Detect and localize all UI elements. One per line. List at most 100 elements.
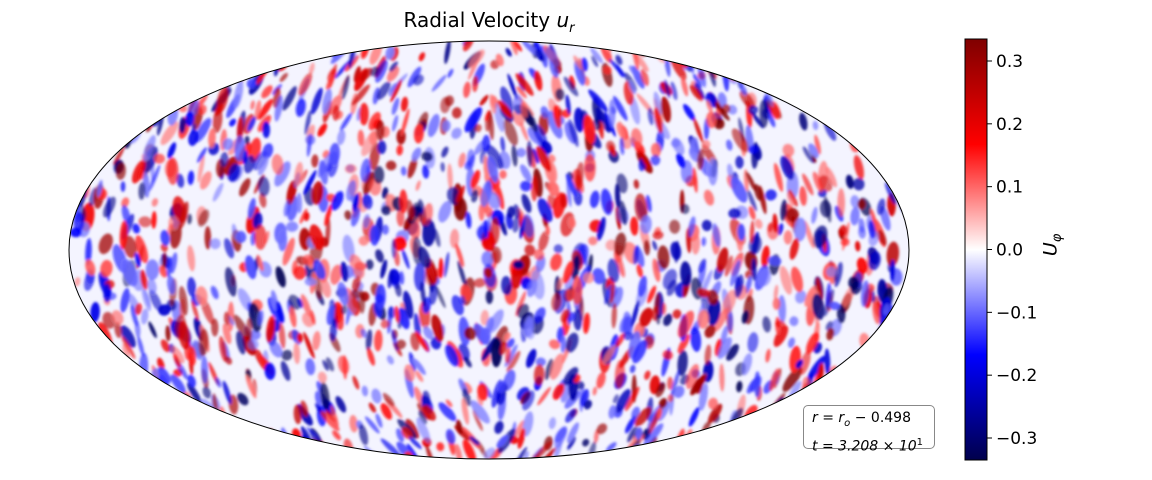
field-blob — [848, 276, 860, 291]
annotation-radius-sub: o — [844, 417, 851, 429]
field-blob — [337, 282, 349, 306]
field-blob — [563, 260, 574, 284]
field-blob — [160, 423, 174, 448]
field-blob — [274, 95, 283, 122]
field-blob — [137, 85, 147, 108]
field-blob — [619, 200, 628, 226]
field-blob — [157, 357, 165, 371]
field-blob — [423, 326, 434, 340]
field-blob — [422, 203, 433, 226]
field-blob — [399, 271, 405, 285]
field-blob — [266, 315, 276, 343]
field-blob — [799, 186, 807, 206]
field-blob — [237, 392, 249, 406]
field-blob — [306, 427, 321, 441]
field-blob — [836, 304, 846, 324]
field-blob — [480, 179, 492, 208]
field-blob — [85, 324, 99, 353]
field-blob — [714, 425, 733, 447]
field-blob — [244, 135, 250, 145]
field-blob — [215, 429, 224, 442]
field-blob — [170, 252, 178, 274]
field-blob — [187, 170, 195, 185]
field-blob — [794, 217, 807, 242]
field-blob — [537, 198, 553, 223]
field-blob — [655, 313, 661, 325]
field-blob — [222, 138, 234, 151]
field-blob — [773, 414, 783, 424]
field-blob — [224, 267, 237, 297]
field-blob — [133, 41, 144, 47]
field-blob — [568, 217, 576, 229]
field-blob — [396, 428, 405, 443]
field-blob — [776, 418, 790, 442]
field-blob — [861, 78, 871, 96]
field-blob — [69, 380, 75, 395]
annotation-time-sup: 1 — [916, 436, 924, 448]
field-blob — [533, 249, 545, 261]
field-blob — [592, 386, 598, 396]
field-blob — [120, 325, 136, 348]
field-blob — [802, 146, 815, 164]
field-blob — [741, 353, 753, 376]
field-blob — [73, 211, 85, 233]
field-blob — [544, 358, 554, 381]
field-blob — [837, 188, 846, 218]
field-blob — [115, 450, 126, 459]
field-blob — [788, 64, 803, 92]
field-blob — [188, 346, 197, 366]
field-blob — [373, 166, 385, 184]
field-blob — [382, 392, 395, 407]
field-blob — [331, 191, 344, 211]
field-blob — [664, 79, 671, 99]
field-blob — [639, 307, 653, 328]
field-blob — [254, 224, 267, 250]
field-blob — [202, 386, 212, 399]
field-blob — [380, 438, 402, 459]
field-blob — [873, 339, 884, 358]
field-blob — [521, 193, 532, 213]
field-blob — [385, 160, 397, 171]
field-blob — [520, 180, 532, 192]
field-blob — [399, 189, 408, 214]
field-blob — [69, 126, 84, 151]
field-blob — [547, 193, 556, 209]
field-blob — [714, 102, 730, 121]
field-blob — [886, 241, 900, 267]
field-blob — [631, 128, 643, 148]
field-blob — [436, 442, 445, 452]
field-blob — [581, 57, 588, 72]
field-blob — [638, 275, 647, 297]
field-blob — [122, 451, 136, 459]
field-blob — [385, 46, 395, 60]
field-blob — [302, 254, 314, 266]
field-blob — [503, 332, 511, 342]
field-blob — [85, 238, 92, 266]
field-blob — [156, 72, 165, 84]
field-blob — [698, 382, 709, 411]
field-blob — [122, 115, 131, 127]
field-blob — [293, 265, 307, 280]
field-blob — [381, 187, 389, 199]
field-blob — [825, 97, 837, 109]
field-blob — [250, 100, 255, 110]
field-blob — [88, 49, 97, 72]
field-blob — [551, 292, 562, 311]
field-blob — [386, 355, 394, 365]
field-blob — [352, 276, 361, 293]
field-blob — [806, 332, 820, 354]
field-blob — [322, 359, 329, 371]
field-blob — [204, 50, 214, 62]
field-blob — [565, 173, 578, 198]
field-blob — [135, 235, 149, 264]
field-blob — [676, 153, 686, 169]
field-blob — [611, 302, 617, 329]
field-blob — [95, 66, 107, 88]
field-blob — [901, 49, 909, 66]
field-blob — [370, 66, 379, 77]
field-blob — [795, 359, 803, 369]
field-blob — [880, 137, 897, 160]
field-blob — [881, 141, 890, 170]
field-blob — [643, 239, 651, 256]
field-blob — [880, 392, 890, 403]
